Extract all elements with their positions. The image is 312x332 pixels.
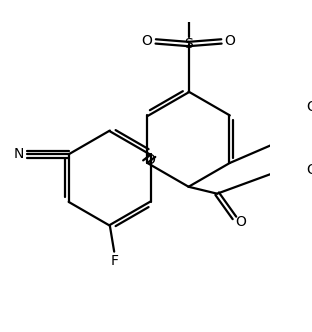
Text: N: N [13,147,24,161]
Text: O: O [144,152,155,167]
Text: O: O [142,34,153,47]
Text: O: O [235,215,246,229]
Text: O: O [225,34,236,47]
Text: F: F [110,254,118,268]
Text: O: O [306,100,312,114]
Text: S: S [184,37,193,51]
Text: O: O [306,163,312,177]
